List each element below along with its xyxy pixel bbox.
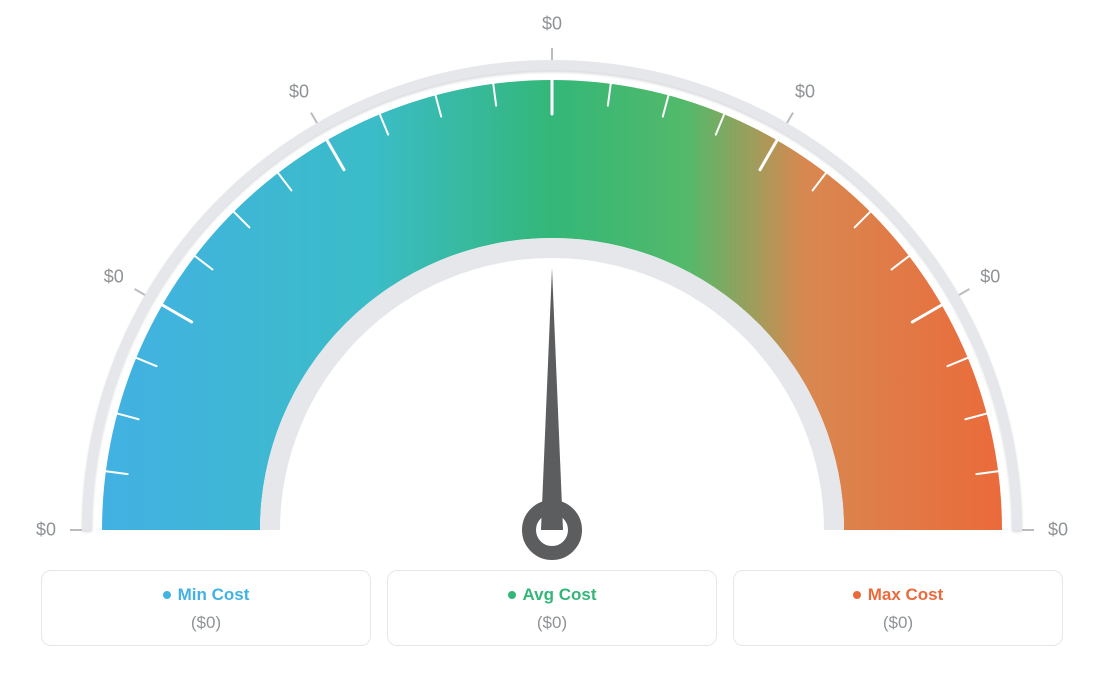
gauge-tick-label: $0	[289, 81, 309, 102]
gauge-tick-label: $0	[104, 267, 124, 288]
legend-title-max: Max Cost	[853, 585, 944, 605]
legend-title-min: Min Cost	[163, 585, 250, 605]
gauge-tick-label: $0	[1048, 520, 1068, 541]
gauge-tick-label: $0	[36, 520, 56, 541]
legend-label: Min Cost	[178, 585, 250, 605]
dot-icon	[508, 591, 516, 599]
legend-value: ($0)	[734, 613, 1062, 633]
legend-card-min: Min Cost ($0)	[41, 570, 371, 646]
legend-value: ($0)	[42, 613, 370, 633]
dot-icon	[163, 591, 171, 599]
legend-title-avg: Avg Cost	[508, 585, 597, 605]
gauge-tick-label: $0	[980, 267, 1000, 288]
legend-card-max: Max Cost ($0)	[733, 570, 1063, 646]
legend-card-avg: Avg Cost ($0)	[387, 570, 717, 646]
dot-icon	[853, 591, 861, 599]
gauge-svg	[0, 0, 1104, 570]
legend-label: Max Cost	[868, 585, 944, 605]
legend-value: ($0)	[388, 613, 716, 633]
legend-label: Avg Cost	[523, 585, 597, 605]
gauge-tick-label: $0	[542, 14, 562, 35]
gauge-chart: $0 $0 $0 $0 $0 $0 $0	[0, 0, 1104, 570]
legend-row: Min Cost ($0) Avg Cost ($0) Max Cost ($0…	[0, 570, 1104, 646]
gauge-tick-label: $0	[795, 81, 815, 102]
